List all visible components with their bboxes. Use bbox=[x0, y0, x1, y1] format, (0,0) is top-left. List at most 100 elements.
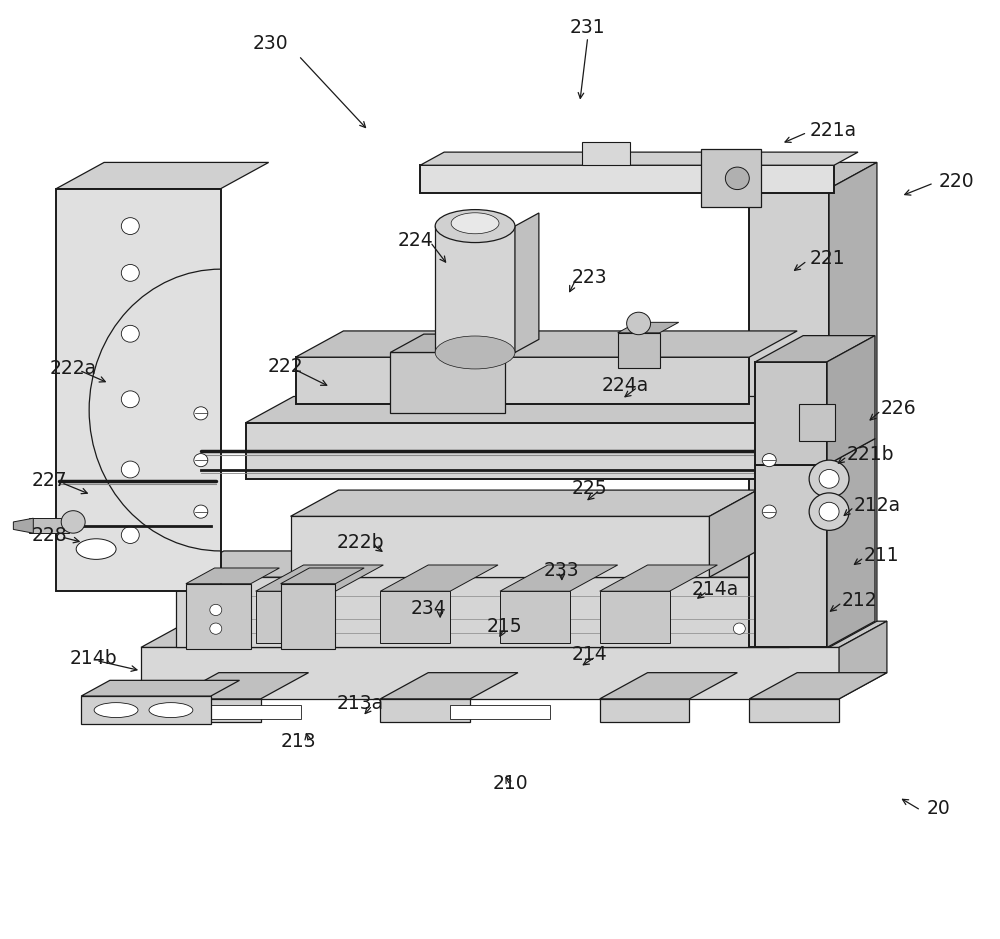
Polygon shape bbox=[600, 565, 717, 592]
Polygon shape bbox=[600, 672, 737, 699]
Ellipse shape bbox=[762, 454, 776, 467]
Text: 230: 230 bbox=[253, 34, 288, 53]
Polygon shape bbox=[500, 565, 618, 592]
Polygon shape bbox=[390, 334, 538, 352]
Polygon shape bbox=[789, 396, 837, 479]
Polygon shape bbox=[281, 584, 335, 649]
Polygon shape bbox=[755, 465, 827, 647]
Text: 211: 211 bbox=[864, 546, 900, 565]
Polygon shape bbox=[755, 362, 827, 465]
Polygon shape bbox=[380, 592, 450, 642]
Ellipse shape bbox=[194, 407, 208, 420]
Polygon shape bbox=[171, 672, 309, 699]
Ellipse shape bbox=[627, 312, 651, 334]
Text: 221b: 221b bbox=[847, 445, 895, 464]
Text: 234: 234 bbox=[410, 598, 446, 618]
Polygon shape bbox=[618, 322, 679, 332]
Polygon shape bbox=[56, 162, 269, 189]
Text: 222: 222 bbox=[268, 357, 303, 376]
Ellipse shape bbox=[61, 511, 85, 533]
Polygon shape bbox=[582, 142, 630, 165]
Bar bbox=[201, 705, 301, 719]
Polygon shape bbox=[755, 335, 875, 362]
Polygon shape bbox=[749, 189, 829, 647]
Text: 224: 224 bbox=[397, 231, 433, 250]
Text: 214a: 214a bbox=[691, 580, 739, 599]
Text: 225: 225 bbox=[572, 479, 607, 498]
Text: 221a: 221a bbox=[809, 121, 856, 140]
Text: 223: 223 bbox=[572, 268, 607, 287]
Ellipse shape bbox=[121, 461, 139, 478]
Ellipse shape bbox=[733, 623, 745, 634]
Polygon shape bbox=[839, 622, 887, 699]
Polygon shape bbox=[420, 152, 858, 165]
Polygon shape bbox=[515, 213, 539, 352]
Text: 220: 220 bbox=[939, 172, 974, 191]
Text: 20: 20 bbox=[927, 799, 951, 818]
Polygon shape bbox=[827, 439, 875, 647]
Polygon shape bbox=[256, 565, 383, 592]
Polygon shape bbox=[171, 699, 261, 722]
Text: 215: 215 bbox=[486, 617, 522, 637]
Text: 233: 233 bbox=[544, 562, 580, 580]
Polygon shape bbox=[256, 592, 335, 642]
Polygon shape bbox=[186, 568, 279, 584]
Ellipse shape bbox=[809, 460, 849, 498]
Polygon shape bbox=[829, 162, 877, 647]
Polygon shape bbox=[246, 423, 789, 479]
Polygon shape bbox=[435, 226, 515, 352]
Ellipse shape bbox=[435, 209, 515, 242]
Polygon shape bbox=[296, 331, 797, 357]
Polygon shape bbox=[141, 647, 839, 699]
Polygon shape bbox=[291, 490, 757, 516]
Polygon shape bbox=[380, 699, 470, 722]
Polygon shape bbox=[224, 551, 837, 622]
Ellipse shape bbox=[819, 502, 839, 521]
Bar bbox=[450, 705, 550, 719]
Ellipse shape bbox=[194, 505, 208, 518]
Ellipse shape bbox=[210, 623, 222, 634]
Polygon shape bbox=[500, 592, 570, 642]
Polygon shape bbox=[291, 516, 709, 577]
Text: 213: 213 bbox=[281, 731, 316, 750]
Ellipse shape bbox=[149, 702, 193, 717]
Polygon shape bbox=[81, 696, 211, 724]
Ellipse shape bbox=[94, 702, 138, 717]
Text: 226: 226 bbox=[881, 399, 917, 418]
Ellipse shape bbox=[435, 336, 515, 369]
Ellipse shape bbox=[121, 391, 139, 408]
Polygon shape bbox=[13, 518, 33, 533]
Polygon shape bbox=[29, 518, 69, 533]
Polygon shape bbox=[799, 404, 835, 441]
Ellipse shape bbox=[194, 454, 208, 467]
Polygon shape bbox=[701, 149, 761, 208]
Polygon shape bbox=[749, 672, 887, 699]
Text: 214b: 214b bbox=[69, 649, 117, 669]
Polygon shape bbox=[246, 396, 837, 423]
Text: 210: 210 bbox=[492, 774, 528, 793]
Polygon shape bbox=[380, 565, 498, 592]
Text: 214: 214 bbox=[572, 645, 608, 665]
Ellipse shape bbox=[210, 605, 222, 616]
Polygon shape bbox=[600, 699, 689, 722]
Polygon shape bbox=[827, 335, 875, 465]
Polygon shape bbox=[600, 592, 670, 642]
Ellipse shape bbox=[121, 265, 139, 282]
Polygon shape bbox=[789, 551, 837, 647]
Text: 212a: 212a bbox=[854, 496, 901, 515]
Polygon shape bbox=[709, 490, 757, 577]
Text: 213a: 213a bbox=[337, 694, 384, 713]
Polygon shape bbox=[420, 165, 834, 193]
Polygon shape bbox=[618, 332, 660, 368]
Polygon shape bbox=[749, 162, 877, 189]
Polygon shape bbox=[281, 568, 364, 584]
Ellipse shape bbox=[76, 539, 116, 560]
Text: 228: 228 bbox=[31, 526, 67, 545]
Ellipse shape bbox=[762, 505, 776, 518]
Polygon shape bbox=[81, 681, 240, 696]
Ellipse shape bbox=[121, 527, 139, 544]
Ellipse shape bbox=[809, 493, 849, 531]
Polygon shape bbox=[380, 672, 518, 699]
Ellipse shape bbox=[819, 470, 839, 488]
Polygon shape bbox=[755, 439, 875, 465]
